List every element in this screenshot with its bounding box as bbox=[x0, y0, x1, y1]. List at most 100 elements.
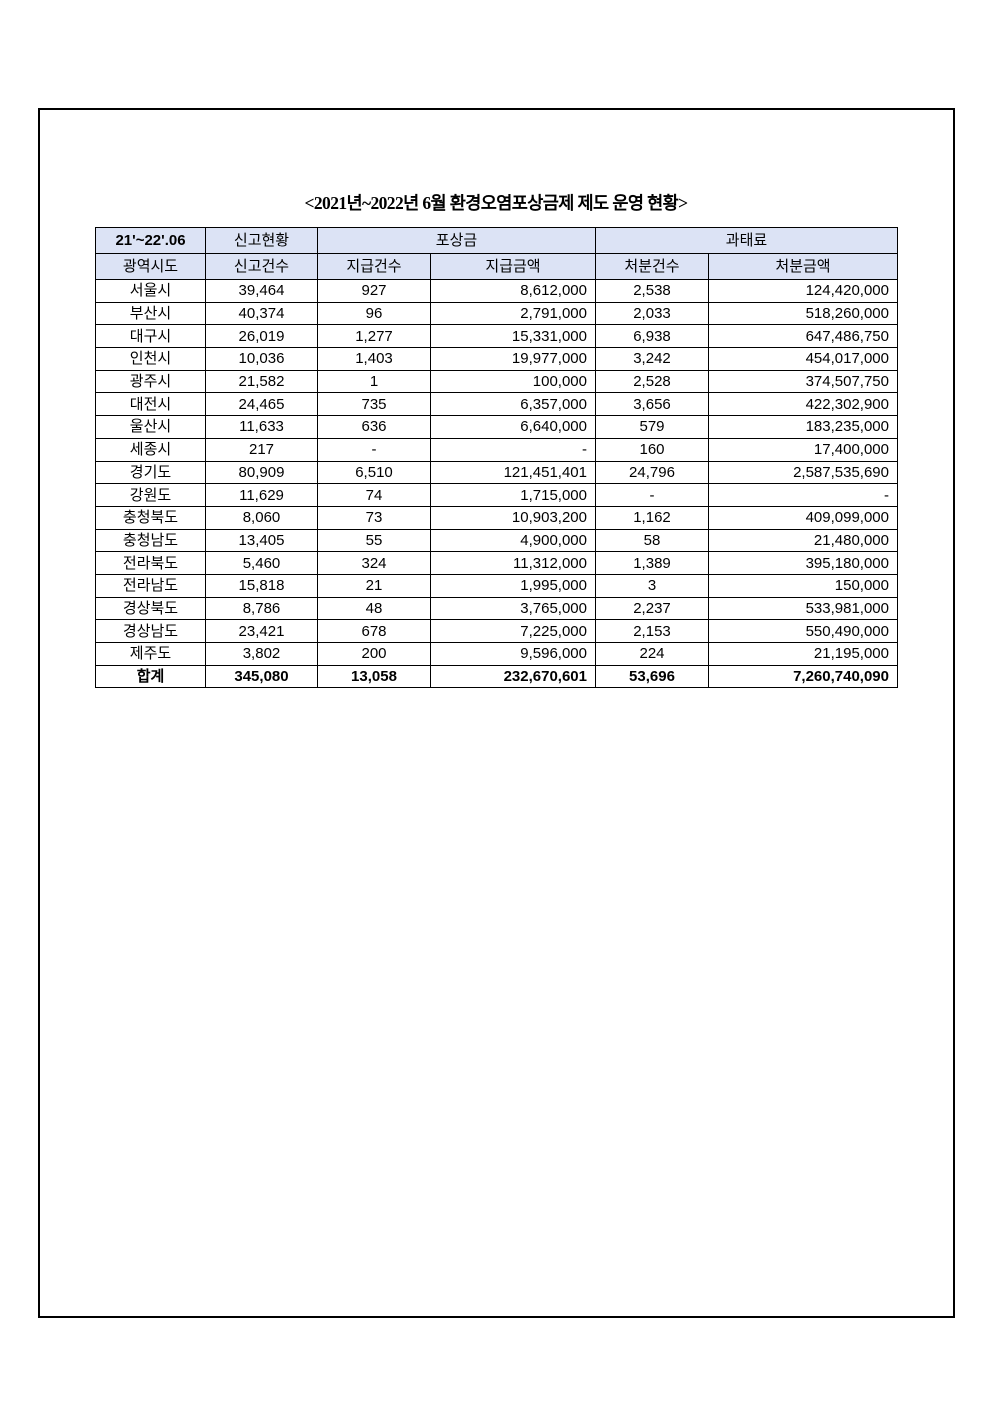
cell-fine-amount: 647,486,750 bbox=[708, 324, 898, 349]
cell-region: 대전시 bbox=[95, 392, 206, 417]
cell-fine-count: - bbox=[595, 483, 709, 507]
cell-region: 충청남도 bbox=[95, 528, 206, 553]
cell-report-count: 23,421 bbox=[205, 619, 318, 643]
table-row: 대구시 26,019 1,277 15,331,000 6,938 647,486,750 bbox=[95, 324, 898, 349]
cell-report-count: 26,019 bbox=[205, 324, 318, 349]
cell-report-count: 5,460 bbox=[205, 551, 318, 575]
cell-region: 전라남도 bbox=[95, 573, 206, 598]
cell-pay-count: 13,058 bbox=[317, 664, 431, 689]
cell-report-count: 40,374 bbox=[205, 301, 318, 326]
cell-pay-count: 927 bbox=[317, 279, 431, 303]
cell-region: 대구시 bbox=[95, 324, 206, 349]
cell-pay-count: 74 bbox=[317, 483, 431, 507]
cell-pay-count: 735 bbox=[317, 392, 431, 417]
cell-region: 강원도 bbox=[95, 483, 206, 507]
cell-region: 합계 bbox=[95, 664, 206, 689]
table-row: 충청북도 8,060 73 10,903,200 1,162 409,099,000 bbox=[95, 505, 898, 530]
cell-pay-count: 200 bbox=[317, 642, 431, 666]
cell-fine-count: 2,528 bbox=[595, 369, 709, 394]
cell-pay-count: 678 bbox=[317, 619, 431, 643]
cell-region: 경상북도 bbox=[95, 596, 206, 621]
cell-pay-amount: 11,312,000 bbox=[430, 551, 596, 575]
cell-report-count: 24,465 bbox=[205, 392, 318, 417]
cell-fine-amount: 533,981,000 bbox=[708, 596, 898, 621]
cell-fine-amount: 2,587,535,690 bbox=[708, 460, 898, 485]
cell-pay-count: 21 bbox=[317, 573, 431, 598]
cell-pay-amount: - bbox=[430, 437, 596, 462]
cell-fine-amount: 422,302,900 bbox=[708, 392, 898, 417]
cell-report-count: 217 bbox=[205, 437, 318, 462]
cell-fine-count: 160 bbox=[595, 437, 709, 462]
table-row: 세종시 217- -160 17,400,000 bbox=[95, 437, 898, 462]
stats-table: 21'~22'.06 신고현황 포상금 과태료 광역시도 신고건수 지급건수 지… bbox=[95, 227, 898, 689]
cell-fine-amount: 550,490,000 bbox=[708, 619, 898, 643]
cell-fine-amount: 124,420,000 bbox=[708, 279, 898, 303]
cell-pay-count: 96 bbox=[317, 301, 431, 326]
cell-pay-count: 6,510 bbox=[317, 460, 431, 485]
table-row: 인천시 10,036 1,403 19,977,000 3,242 454,017,000 bbox=[95, 347, 898, 371]
cell-report-count: 10,036 bbox=[205, 347, 318, 371]
cell-pay-count: 1,403 bbox=[317, 347, 431, 371]
cell-pay-amount: 10,903,200 bbox=[430, 505, 596, 530]
table-row: 서울시 39,464 927 8,612,000 2,538 124,420,000 bbox=[95, 279, 898, 303]
cell-region: 전라북도 bbox=[95, 551, 206, 575]
header-period: 21'~22'.06 bbox=[95, 227, 206, 254]
cell-pay-amount: 4,900,000 bbox=[430, 528, 596, 553]
cell-report-count: 11,629 bbox=[205, 483, 318, 507]
cell-pay-count: 1,277 bbox=[317, 324, 431, 349]
cell-pay-count: - bbox=[317, 437, 431, 462]
cell-report-count: 345,080 bbox=[205, 664, 318, 689]
cell-pay-amount: 19,977,000 bbox=[430, 347, 596, 371]
table-row: 강원도 11,629 74 1,715,000- - bbox=[95, 483, 898, 507]
table-row: 광주시 21,582 1 100,000 2,528 374,507,750 bbox=[95, 369, 898, 394]
cell-pay-amount: 121,451,401 bbox=[430, 460, 596, 485]
cell-pay-amount: 6,640,000 bbox=[430, 415, 596, 439]
cell-pay-count: 48 bbox=[317, 596, 431, 621]
table-row: 경상남도 23,421 678 7,225,000 2,153 550,490,000 bbox=[95, 619, 898, 643]
header-col-fine-amount: 처분금액 bbox=[708, 253, 898, 280]
cell-fine-amount: 518,260,000 bbox=[708, 301, 898, 326]
table-row: 경상북도 8,786 48 3,765,000 2,237 533,981,000 bbox=[95, 596, 898, 621]
header-col-report-count: 신고건수 bbox=[205, 253, 318, 280]
cell-fine-amount: 7,260,740,090 bbox=[708, 664, 898, 689]
cell-pay-amount: 100,000 bbox=[430, 369, 596, 394]
cell-pay-amount: 232,670,601 bbox=[430, 664, 596, 689]
cell-fine-count: 2,033 bbox=[595, 301, 709, 326]
cell-fine-count: 2,153 bbox=[595, 619, 709, 643]
cell-fine-count: 2,538 bbox=[595, 279, 709, 303]
cell-region: 경상남도 bbox=[95, 619, 206, 643]
header-row-columns: 광역시도 신고건수 지급건수 지급금액 처분건수 처분금액 bbox=[95, 253, 898, 280]
cell-region: 광주시 bbox=[95, 369, 206, 394]
cell-pay-amount: 9,596,000 bbox=[430, 642, 596, 666]
header-col-pay-amount: 지급금액 bbox=[430, 253, 596, 280]
cell-fine-count: 224 bbox=[595, 642, 709, 666]
header-group-fine: 과태료 bbox=[595, 227, 898, 254]
header-col-pay-count: 지급건수 bbox=[317, 253, 431, 280]
total-row: 합계 345,080 13,058 232,670,601 53,696 7,260,74… bbox=[95, 664, 898, 689]
cell-fine-count: 53,696 bbox=[595, 664, 709, 689]
cell-pay-amount: 7,225,000 bbox=[430, 619, 596, 643]
header-group-reward: 포상금 bbox=[317, 227, 596, 254]
cell-pay-amount: 8,612,000 bbox=[430, 279, 596, 303]
table-body: 서울시 39,464 927 8,612,000 2,538 124,420,000 부산시… bbox=[95, 279, 898, 689]
cell-region: 충청북도 bbox=[95, 505, 206, 530]
cell-pay-count: 324 bbox=[317, 551, 431, 575]
cell-fine-amount: 409,099,000 bbox=[708, 505, 898, 530]
cell-report-count: 15,818 bbox=[205, 573, 318, 598]
cell-fine-count: 58 bbox=[595, 528, 709, 553]
cell-report-count: 21,582 bbox=[205, 369, 318, 394]
cell-fine-amount: 150,000 bbox=[708, 573, 898, 598]
cell-region: 울산시 bbox=[95, 415, 206, 439]
header-col-region: 광역시도 bbox=[95, 253, 206, 280]
table-row: 전라북도 5,460 324 11,312,000 1,389 395,180,000 bbox=[95, 551, 898, 575]
cell-fine-amount: 374,507,750 bbox=[708, 369, 898, 394]
header-row-groups: 21'~22'.06 신고현황 포상금 과태료 bbox=[95, 227, 898, 254]
cell-fine-amount: 183,235,000 bbox=[708, 415, 898, 439]
cell-pay-count: 73 bbox=[317, 505, 431, 530]
cell-fine-count: 1,162 bbox=[595, 505, 709, 530]
cell-fine-amount: - bbox=[708, 483, 898, 507]
cell-pay-amount: 1,995,000 bbox=[430, 573, 596, 598]
cell-pay-amount: 15,331,000 bbox=[430, 324, 596, 349]
table-row: 경기도 80,909 6,510 121,451,401 24,796 2,587,535… bbox=[95, 460, 898, 485]
cell-fine-amount: 21,480,000 bbox=[708, 528, 898, 553]
